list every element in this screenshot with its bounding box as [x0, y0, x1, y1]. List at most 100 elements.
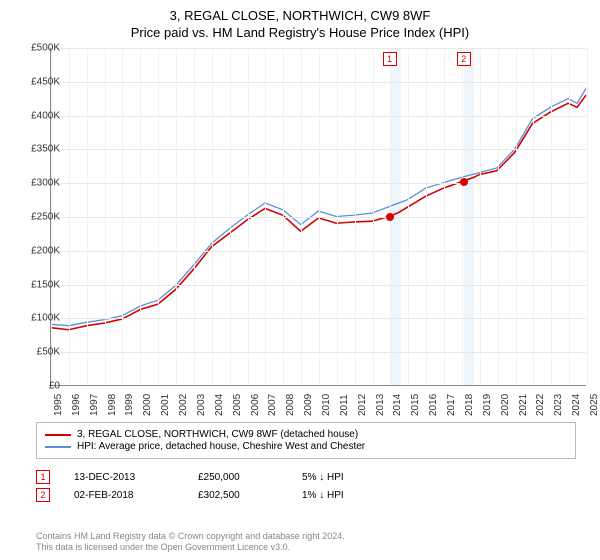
legend-label: 3, REGAL CLOSE, NORTHWICH, CW9 8WF (deta…: [77, 429, 358, 440]
x-tick-label: 1995: [53, 394, 64, 416]
y-tick-label: £500K: [10, 43, 60, 54]
gridline-v: [408, 48, 409, 385]
x-tick-label: 2010: [321, 394, 332, 416]
gridline-v: [248, 48, 249, 385]
plot-area: 12: [50, 48, 586, 386]
gridline-v: [444, 48, 445, 385]
gridline-v: [158, 48, 159, 385]
gridline-v: [105, 48, 106, 385]
sale-row: 1 13-DEC-2013 £250,000 5% ↓ HPI: [36, 470, 576, 484]
sale-marker-box: 2: [457, 52, 471, 66]
gridline-v: [69, 48, 70, 385]
gridline-v: [319, 48, 320, 385]
sale-date: 13-DEC-2013: [74, 472, 174, 483]
footer-line-2: This data is licensed under the Open Gov…: [36, 542, 576, 554]
y-tick-label: £350K: [10, 144, 60, 155]
chart-title: 3, REGAL CLOSE, NORTHWICH, CW9 8WF: [0, 8, 600, 23]
x-tick-label: 2003: [196, 394, 207, 416]
legend-label: HPI: Average price, detached house, Ches…: [77, 441, 365, 452]
y-tick-label: £50K: [10, 347, 60, 358]
sale-marker-dot: [460, 178, 468, 186]
legend: 3, REGAL CLOSE, NORTHWICH, CW9 8WF (deta…: [36, 422, 576, 459]
legend-swatch: [45, 446, 71, 448]
x-tick-label: 1997: [89, 394, 100, 416]
footer-line-1: Contains HM Land Registry data © Crown c…: [36, 531, 576, 543]
gridline-v: [301, 48, 302, 385]
x-tick-label: 2011: [339, 394, 350, 416]
gridline-v: [87, 48, 88, 385]
x-tick-label: 2013: [375, 394, 386, 416]
sale-marker-dot: [386, 213, 394, 221]
chart-subtitle: Price paid vs. HM Land Registry's House …: [0, 25, 600, 40]
gridline-v: [140, 48, 141, 385]
legend-row: 3, REGAL CLOSE, NORTHWICH, CW9 8WF (deta…: [45, 429, 567, 440]
sale-delta: 1% ↓ HPI: [302, 490, 382, 501]
x-tick-label: 2020: [500, 394, 511, 416]
x-tick-label: 2024: [571, 394, 582, 416]
sale-price: £250,000: [198, 472, 278, 483]
x-tick-label: 2017: [446, 394, 457, 416]
y-tick-label: £250K: [10, 212, 60, 223]
sale-row: 2 02-FEB-2018 £302,500 1% ↓ HPI: [36, 488, 576, 502]
y-tick-label: £450K: [10, 76, 60, 87]
x-tick-label: 2009: [303, 394, 314, 416]
gridline-v: [194, 48, 195, 385]
x-tick-label: 2014: [392, 394, 403, 416]
x-tick-label: 2008: [285, 394, 296, 416]
x-tick-label: 2004: [214, 394, 225, 416]
y-tick-label: £0: [10, 381, 60, 392]
gridline-v: [373, 48, 374, 385]
gridline-v: [569, 48, 570, 385]
legend-swatch: [45, 434, 71, 436]
gridline-v: [230, 48, 231, 385]
sale-marker-box: 1: [383, 52, 397, 66]
x-tick-label: 1996: [71, 394, 82, 416]
x-tick-label: 2001: [160, 394, 171, 416]
x-tick-label: 2025: [589, 394, 600, 416]
sales-table: 1 13-DEC-2013 £250,000 5% ↓ HPI 2 02-FEB-2018…: [36, 466, 576, 506]
gridline-v: [212, 48, 213, 385]
y-tick-label: £100K: [10, 313, 60, 324]
y-tick-label: £300K: [10, 178, 60, 189]
gridline-v: [122, 48, 123, 385]
gridline-v: [516, 48, 517, 385]
x-tick-label: 2006: [250, 394, 261, 416]
x-tick-label: 2022: [535, 394, 546, 416]
x-tick-label: 2000: [142, 394, 153, 416]
x-tick-label: 2019: [482, 394, 493, 416]
gridline-v: [533, 48, 534, 385]
x-tick-label: 2015: [410, 394, 421, 416]
gridline-v: [462, 48, 463, 385]
chart-title-block: 3, REGAL CLOSE, NORTHWICH, CW9 8WF Price…: [0, 0, 600, 40]
x-tick-label: 2018: [464, 394, 475, 416]
y-tick-label: £150K: [10, 279, 60, 290]
x-tick-label: 2016: [428, 394, 439, 416]
footer-attribution: Contains HM Land Registry data © Crown c…: [36, 531, 576, 554]
sale-delta: 5% ↓ HPI: [302, 472, 382, 483]
sale-row-marker: 2: [36, 488, 50, 502]
gridline-v: [480, 48, 481, 385]
gridline-v: [283, 48, 284, 385]
gridline-v: [265, 48, 266, 385]
gridline-v: [551, 48, 552, 385]
gridline-v: [176, 48, 177, 385]
gridline-v: [426, 48, 427, 385]
y-tick-label: £400K: [10, 110, 60, 121]
x-tick-label: 2002: [178, 394, 189, 416]
gridline-v: [337, 48, 338, 385]
price-chart: 3, REGAL CLOSE, NORTHWICH, CW9 8WF Price…: [0, 0, 600, 560]
gridline-v: [498, 48, 499, 385]
x-tick-label: 2023: [553, 394, 564, 416]
x-tick-label: 2005: [232, 394, 243, 416]
legend-row: HPI: Average price, detached house, Ches…: [45, 441, 567, 452]
sale-date: 02-FEB-2018: [74, 490, 174, 501]
x-tick-label: 2012: [357, 394, 368, 416]
gridline-v: [355, 48, 356, 385]
y-tick-label: £200K: [10, 245, 60, 256]
x-tick-label: 2007: [267, 394, 278, 416]
x-tick-label: 2021: [518, 394, 529, 416]
sale-price: £302,500: [198, 490, 278, 501]
x-tick-label: 1998: [107, 394, 118, 416]
gridline-v: [587, 48, 588, 385]
sale-row-marker: 1: [36, 470, 50, 484]
